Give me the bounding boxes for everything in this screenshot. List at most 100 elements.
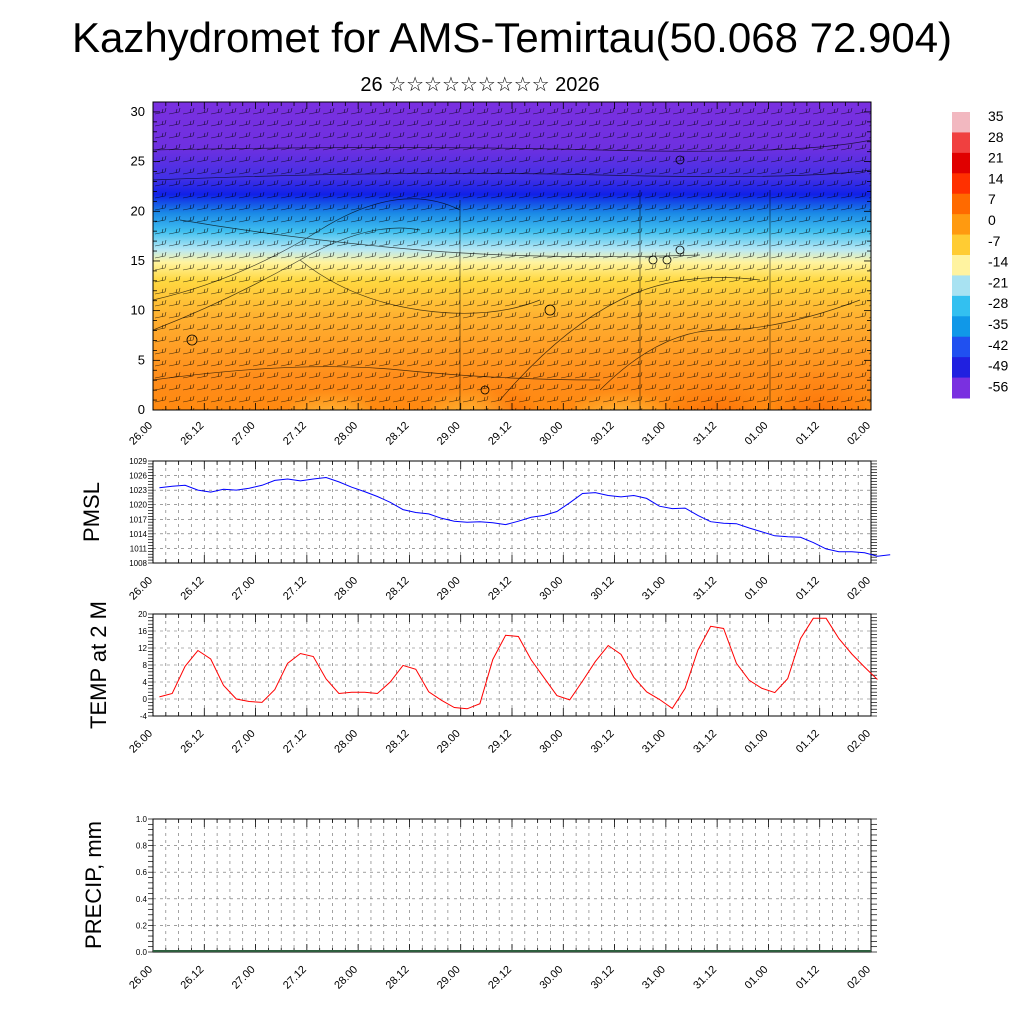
colorbar-swatch: [952, 193, 970, 215]
temp-x-tick-label: 31.12: [691, 728, 719, 756]
temp-y-tick-label: 16: [138, 627, 147, 636]
precip-y-tick-label: 1.0: [136, 815, 148, 824]
colorbar-label: -49: [988, 358, 1008, 374]
top-x-tick-label: 27.00: [230, 420, 258, 448]
temp-x-tick-label: 29.00: [435, 728, 463, 756]
pmsl-panel: 1008 1011 1014 1017 1020 1023 1026 1029 26.00 26.…: [79, 457, 891, 603]
temp-y-tick-label: 0: [143, 695, 148, 704]
colorbar-swatch: [952, 316, 970, 338]
pmsl-x-tick-label: 27.12: [281, 575, 309, 603]
precip-x-tick-label: 29.12: [486, 964, 514, 992]
pmsl-series-line: [159, 476, 891, 557]
pmsl-x-tick-label: 02.00: [845, 575, 873, 603]
top-x-tick-label: 31.00: [640, 420, 668, 448]
colorbar-label: -28: [988, 295, 1008, 311]
precip-x-tick-label: 28.00: [332, 964, 360, 992]
pmsl-y-tick-label: 1008: [129, 559, 147, 568]
chart-subtitle: 26 ☆☆☆☆☆☆☆☆☆ 2026: [360, 74, 600, 96]
precip-y-tick-label: 0.2: [136, 921, 148, 930]
temp-x-tick-label: 26.00: [127, 728, 155, 756]
pmsl-x-tick-label: 31.12: [691, 575, 719, 603]
colorbar-swatch: [952, 357, 970, 379]
temp-ylabel: TEMP at 2 M: [86, 601, 111, 729]
colorbar-label: 28: [988, 129, 1004, 145]
top-x-tick-label: 29.00: [435, 420, 463, 448]
colorbar-label: 35: [988, 108, 1004, 124]
colorbar-swatch: [952, 377, 970, 399]
colorbar-swatch: [952, 152, 970, 174]
temp-y-tick-label: 4: [143, 678, 148, 687]
precip-x-tick-label: 30.00: [537, 964, 565, 992]
colorbar: 35 28 21 14 7 0 -7 -14 -21 -28 -35 -42 -49 -56: [952, 108, 1008, 399]
colorbar-swatch: [952, 234, 970, 256]
precip-x-tick-label: 26.12: [178, 964, 206, 992]
precip-y-tick-label: 0.6: [136, 868, 148, 877]
temp-y-tick-label: -4: [140, 712, 148, 721]
precip-x-tick-label: 26.00: [127, 964, 155, 992]
temp-x-tick-label: 30.12: [589, 728, 617, 756]
temp-x-tick-label: 29.12: [486, 728, 514, 756]
colorbar-label: -7: [988, 233, 1001, 249]
colorbar-label: 21: [988, 150, 1004, 166]
precip-y-tick-label: 0.8: [136, 842, 148, 851]
temp-x-tick-label: 26.12: [178, 728, 206, 756]
top-x-tick-label: 27.12: [281, 420, 309, 448]
precip-x-tick-label: 30.12: [589, 964, 617, 992]
colorbar-label: 14: [988, 170, 1004, 186]
temp-x-tick-label: 02.00: [845, 728, 873, 756]
pmsl-y-tick-label: 1011: [130, 544, 148, 553]
precip-panel: 0.0 0.2 0.4 0.6 0.8 1.0 26.00 26.12 27.00 27.12 28…: [81, 815, 877, 992]
precip-y-tick-label: 0.4: [136, 895, 148, 904]
precip-x-tick-label: 01.12: [794, 964, 822, 992]
temp-y-tick-label: 8: [143, 661, 148, 670]
temp-x-tick-label: 30.00: [537, 728, 565, 756]
precip-x-tick-label: 29.00: [435, 964, 463, 992]
colorbar-swatch: [952, 173, 970, 195]
pmsl-ylabel: PMSL: [79, 482, 104, 542]
temp-x-tick-label: 31.00: [640, 728, 668, 756]
precip-x-tick-label: 02.00: [845, 964, 873, 992]
colorbar-swatch: [952, 336, 970, 358]
temp-x-tick-label: 28.00: [332, 728, 360, 756]
colorbar-label: -42: [988, 337, 1008, 353]
precip-x-tick-label: 31.12: [691, 964, 719, 992]
top-y-tick-label: 30: [131, 104, 145, 119]
pmsl-y-tick-label: 1029: [129, 457, 147, 466]
colorbar-swatch: [952, 295, 970, 317]
precip-x-tick-label: 28.12: [384, 964, 412, 992]
temp-x-tick-label: 28.12: [384, 728, 412, 756]
colorbar-label: 0: [988, 212, 996, 228]
pmsl-y-tick-label: 1017: [129, 515, 147, 524]
top-y-tick-label: 10: [131, 303, 145, 318]
wind-streamlines: [153, 139, 871, 410]
temp-panel: -4 0 4 8 12 16 20 26.00 26.12 27.00 27.12 28.00 28.1…: [86, 601, 878, 756]
pmsl-x-tick-label: 01.00: [743, 575, 771, 603]
temp-x-tick-label: 01.00: [743, 728, 771, 756]
precip-y-tick-label: 0.0: [136, 948, 148, 957]
precip-x-tick-label: 01.00: [743, 964, 771, 992]
chart-title: Kazhydromet for AMS-Temirtau(50.068 72.9…: [71, 14, 953, 61]
top-y-tick-label: 25: [131, 154, 145, 169]
top-y-tick-label: 0: [138, 402, 145, 417]
top-x-tick-label: 02.00: [845, 420, 873, 448]
pmsl-x-tick-label: 30.12: [589, 575, 617, 603]
pmsl-y-tick-label: 1026: [129, 472, 147, 481]
colorbar-swatch: [952, 275, 970, 297]
colorbar-swatch: [952, 255, 970, 276]
top-x-tick-label: 29.12: [486, 420, 514, 448]
top-x-tick-label: 31.12: [691, 420, 719, 448]
top-x-tick-label: 30.00: [537, 420, 565, 448]
pmsl-y-tick-label: 1023: [129, 486, 147, 495]
temp-x-tick-label: 01.12: [794, 728, 822, 756]
wind-barbs: [153, 102, 871, 410]
colorbar-label: -56: [988, 378, 1008, 394]
colorbar-swatch: [952, 132, 970, 154]
top-y-tick-label: 20: [131, 203, 145, 218]
pmsl-y-tick-label: 1020: [129, 501, 147, 510]
pmsl-x-tick-label: 28.12: [384, 575, 412, 603]
pmsl-y-tick-label: 1014: [129, 530, 147, 539]
pmsl-x-tick-label: 31.00: [640, 575, 668, 603]
precip-x-tick-label: 27.00: [230, 964, 258, 992]
